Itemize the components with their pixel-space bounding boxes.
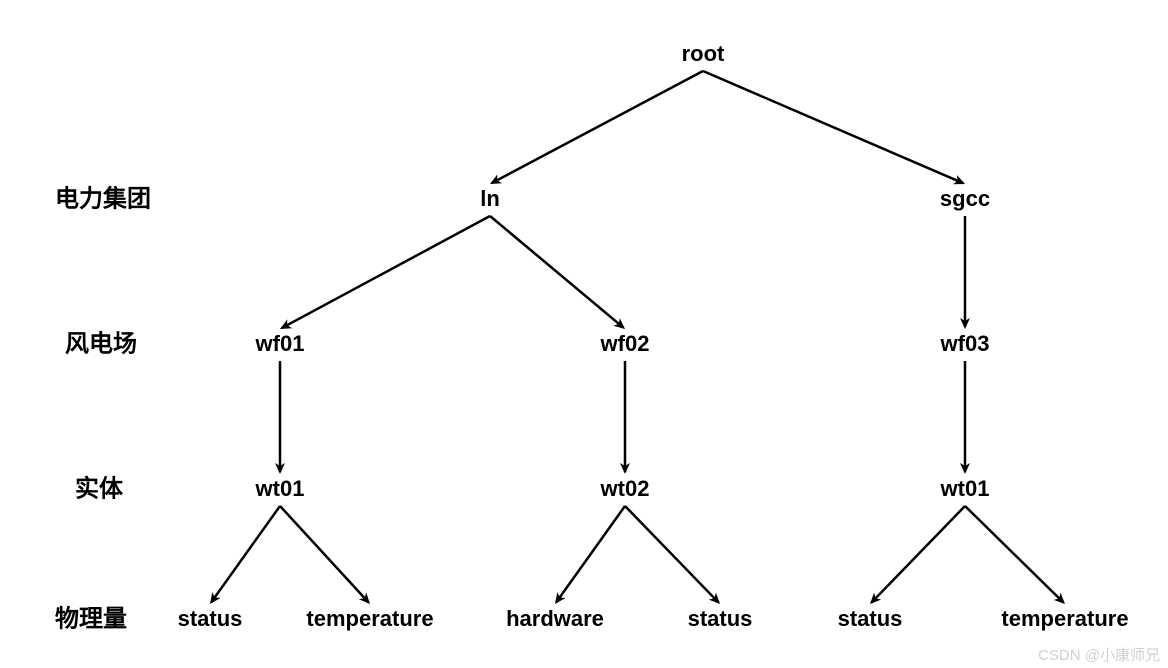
node-m4: status: [688, 606, 753, 631]
edge-root-ln: [492, 71, 703, 183]
row-metric-label: 物理量: [55, 605, 127, 632]
node-wt02: wt02: [600, 476, 650, 501]
node-root: root: [682, 41, 725, 66]
row-labels-layer: 电力集团风电场实体物理量: [55, 184, 151, 632]
edge-ln-wf02: [490, 216, 623, 328]
edge-root-sgcc: [703, 71, 963, 183]
edge-ln-wf01: [282, 216, 490, 328]
node-ln: ln: [480, 186, 500, 211]
node-m1: status: [178, 606, 243, 631]
node-wf01: wf01: [255, 331, 305, 356]
edge-wt02-m4: [625, 506, 719, 603]
node-wt01b: wt01: [940, 476, 990, 501]
node-wt01a: wt01: [255, 476, 305, 501]
node-m6: temperature: [1001, 606, 1128, 631]
edge-wt01b-m6: [965, 506, 1064, 603]
nodes-layer: root ln sgcc wf01 wf02 wf03 wt01 wt02 wt01 status…: [178, 41, 1129, 631]
node-wf03: wf03: [940, 331, 990, 356]
row-entity-label: 实体: [75, 474, 124, 502]
edge-wt02-m3: [556, 506, 625, 602]
edge-wt01a-m1: [211, 506, 280, 602]
node-m5: status: [838, 606, 903, 631]
edge-wt01a-m2: [280, 506, 369, 603]
node-sgcc: sgcc: [940, 186, 990, 211]
node-m3: hardware: [506, 606, 604, 631]
node-wf02: wf02: [600, 331, 650, 356]
row-group-label: 电力集团: [55, 184, 151, 212]
edge-wt01b-m5: [871, 506, 965, 603]
watermark: CSDN @小康师兄: [1038, 647, 1160, 664]
tree-diagram: root ln sgcc wf01 wf02 wf03 wt01 wt02 wt01 status…: [0, 0, 1168, 668]
node-m2: temperature: [306, 606, 433, 631]
row-farm-label: 风电场: [65, 330, 137, 357]
